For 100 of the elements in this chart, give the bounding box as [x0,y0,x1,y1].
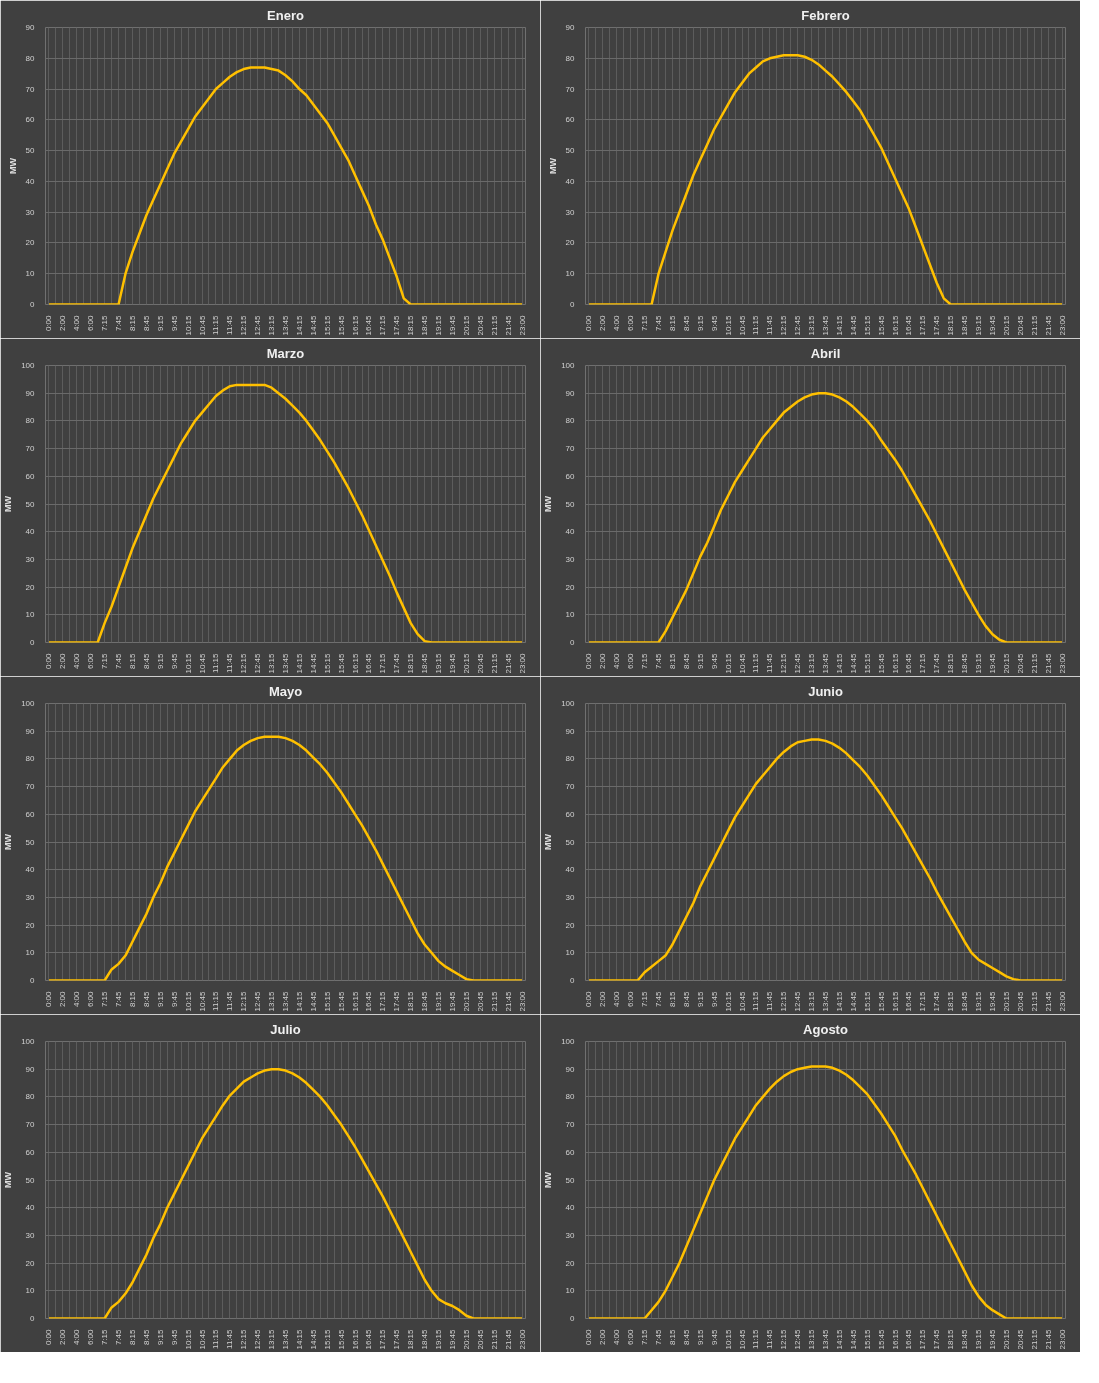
y-tick-label: 20 [25,582,36,592]
x-tick-label: 10:15 [183,314,193,336]
x-tick-label: 13:45 [821,314,830,336]
x-tick-label: 8:15 [127,314,137,332]
x-tick-label: 17:15 [918,1328,928,1350]
x-tick-label: 23:00 [1057,652,1067,674]
y-tick-label: 70 [25,84,36,94]
x-tick-label: 8:15 [127,990,137,1008]
y-tick-label: 60 [25,1147,36,1157]
x-tick-label: 11:15 [211,1328,221,1349]
x-tick-label: 14:45 [308,314,318,336]
x-tick-label: 6:00 [626,314,636,332]
x-tick-label: 15:45 [876,314,886,336]
x-tick-label: 16:45 [364,314,374,336]
y-tick-label: 40 [565,527,576,537]
x-tick-label: 11:45 [765,1328,775,1349]
x-tick-label: 13:15 [807,314,817,336]
y-tick-label: 70 [565,782,576,792]
x-tick-label: 8:45 [681,1328,691,1346]
x-tick-label: 16:15 [890,652,900,674]
x-tick-label: 12:15 [239,990,249,1012]
x-tick-label: 21:15 [489,314,499,336]
x-tick-label: 8:15 [667,1328,677,1346]
y-tick-label: 30 [565,554,576,564]
x-tick-label: 14:45 [308,990,318,1012]
y-tick-label: 10 [565,1286,576,1296]
x-tick-label: 19:45 [447,652,457,674]
y-tick-label: 40 [565,865,576,875]
x-tick-label: 12:45 [253,1328,263,1350]
x-tick-label: 18:45 [960,314,970,336]
x-tick-label: 11:15 [751,990,761,1011]
x-tick-label: 9:45 [709,314,719,332]
y-tick-label: 10 [565,269,576,279]
y-tick-label: 70 [565,444,576,454]
x-tick-label: 2:00 [598,652,608,670]
x-tick-label: 18:15 [406,990,416,1012]
x-tick-label: 19:15 [974,652,984,674]
y-tick-label: 10 [565,948,576,958]
x-tick-label: 15:45 [336,652,346,674]
x-tick-label: 7:45 [114,990,124,1008]
x-tick-label: 17:45 [932,1328,942,1350]
x-tick-label: 2:00 [58,652,68,670]
y-axis-title: MW [543,495,554,512]
x-tick-label: 16:45 [904,990,914,1012]
x-tick-label: 7:45 [114,652,124,670]
x-tick-label: 20:45 [1015,314,1025,336]
y-tick-label: 100 [21,361,36,370]
y-tick-label: 0 [30,638,36,647]
x-tick-label: 19:15 [434,314,444,336]
y-tick-label: 50 [565,146,576,156]
x-tick-label: 15:45 [876,1328,886,1350]
x-tick-label: 10:45 [197,990,207,1012]
x-tick-label: 14:45 [848,652,858,674]
x-tick-label: 19:15 [974,990,984,1012]
y-tick-label: 100 [561,699,576,708]
x-tick-label: 18:15 [406,1328,416,1350]
x-tick-label: 18:15 [946,1328,956,1350]
x-tick-label: 20:15 [461,990,471,1012]
y-tick-label: 0 [570,638,576,647]
x-tick-label: 7:45 [654,652,664,670]
x-tick-label: 19:15 [434,990,444,1012]
y-tick-label: 30 [565,1230,576,1240]
x-tick-label: 13:45 [821,652,830,674]
x-tick-label: 4:00 [72,314,82,332]
x-tick-label: 20:45 [475,1328,485,1350]
y-tick-label: 100 [561,1037,576,1046]
chart-title: Enero [267,7,304,23]
y-tick-label: 80 [565,754,576,764]
x-tick-label: 21:15 [489,652,499,674]
x-tick-label: 17:15 [378,1328,388,1350]
y-tick-label: 80 [565,1092,576,1102]
y-tick-label: 50 [25,499,36,509]
x-tick-label: 16:45 [904,652,914,674]
x-tick-label: 21:45 [503,1328,513,1350]
y-tick-label: 60 [25,471,36,481]
x-tick-label: 21:45 [1043,990,1053,1012]
y-tick-label: 90 [25,23,36,32]
x-tick-label: 14:15 [294,314,304,336]
x-tick-label: 10:15 [723,314,733,336]
x-tick-label: 2:00 [598,1328,608,1346]
x-tick-label: 16:15 [350,990,360,1012]
x-tick-label: 19:45 [447,990,457,1012]
x-tick-label: 8:45 [681,990,691,1008]
y-tick-label: 80 [565,416,576,426]
y-axis-title: MW [3,495,14,512]
x-tick-label: 8:45 [141,1328,151,1346]
x-tick-label: 21:15 [489,990,499,1012]
x-tick-label: 19:15 [974,1328,984,1350]
x-tick-label: 7:45 [114,1328,124,1346]
y-tick-label: 0 [570,300,576,309]
x-tick-label: 21:45 [1043,314,1053,336]
x-tick-label: 20:45 [475,652,485,674]
y-tick-label: 90 [25,726,36,736]
y-tick-label: 10 [25,948,36,958]
x-tick-label: 17:45 [932,314,942,336]
x-tick-label: 9:15 [155,314,165,332]
x-tick-label: 13:15 [807,652,817,674]
x-tick-label: 13:45 [281,314,290,336]
x-tick-label: 15:45 [336,990,346,1012]
x-tick-label: 17:45 [392,1328,402,1350]
